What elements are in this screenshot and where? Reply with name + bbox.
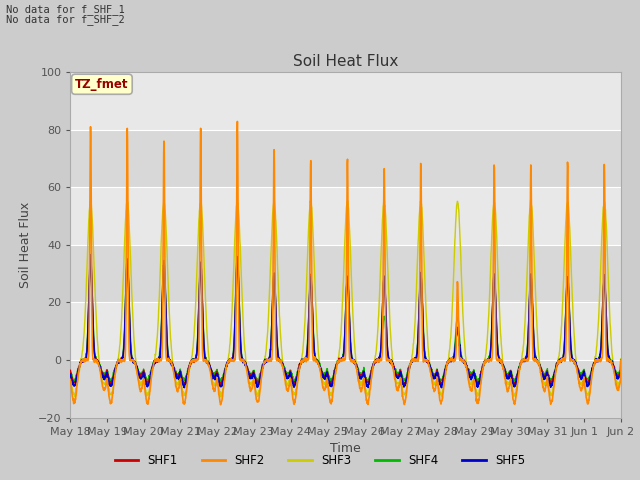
Text: No data for f_SHF_1: No data for f_SHF_1 [6,4,125,15]
Bar [70,360,621,418]
Y-axis label: Soil Heat Flux: Soil Heat Flux [19,202,32,288]
Legend: SHF1, SHF2, SHF3, SHF4, SHF5: SHF1, SHF2, SHF3, SHF4, SHF5 [110,449,530,472]
Bar [70,130,621,187]
X-axis label: Time: Time [330,442,361,455]
Text: TZ_fmet: TZ_fmet [75,78,129,91]
Bar [70,245,621,302]
Title: Soil Heat Flux: Soil Heat Flux [293,54,398,70]
Text: No data for f_SHF_2: No data for f_SHF_2 [6,13,125,24]
